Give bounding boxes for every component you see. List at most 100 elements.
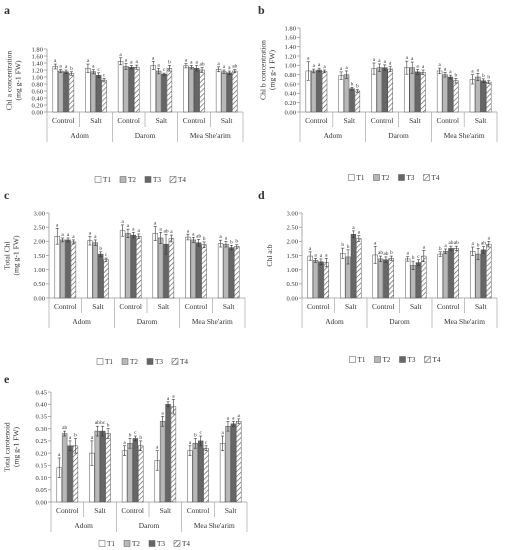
significance-letter: a — [227, 415, 230, 421]
condition-label: Control — [437, 302, 460, 311]
bar-t2 — [343, 74, 350, 113]
significance-letter: a — [185, 58, 188, 64]
group-label: Adom — [72, 317, 91, 326]
significance-letter: b — [439, 246, 442, 252]
bar-t4 — [323, 262, 329, 299]
bar-t4 — [72, 445, 79, 503]
bar-t4 — [321, 71, 328, 113]
bar-t2 — [223, 243, 229, 299]
significance-letter: a — [340, 66, 343, 72]
y-tick-label: 0.40 — [284, 91, 296, 98]
panel-letter: e — [4, 372, 10, 386]
significance-letter: c — [205, 440, 208, 446]
significance-letter: b — [390, 250, 393, 256]
condition-label: Control — [119, 302, 142, 311]
significance-letter: a — [161, 410, 164, 416]
significance-letter: b — [482, 73, 485, 79]
legend-swatch — [349, 356, 356, 363]
group-label: Darom — [389, 317, 410, 326]
bar-t2 — [410, 265, 416, 299]
bar-t3 — [95, 75, 102, 113]
condition-label: Salt — [475, 302, 487, 311]
legend-swatch — [171, 358, 179, 365]
y-tick-label: 0.35 — [35, 414, 47, 421]
condition-label: Salt — [225, 506, 237, 515]
significance-letter: a — [192, 231, 195, 237]
y-axis-title: (mg g-1 FW) — [268, 49, 277, 90]
significance-letter: b — [412, 255, 415, 261]
legend-label: T2 — [130, 358, 138, 366]
condition-label: Control — [52, 116, 75, 125]
significance-letter: a — [345, 65, 348, 71]
significance-letter: b — [74, 432, 77, 438]
bar-t1 — [119, 230, 126, 299]
y-tick-label: 0.00 — [33, 295, 45, 302]
y-tick-label: 0.80 — [31, 81, 43, 88]
bar-t4 — [134, 66, 140, 113]
significance-letter: a — [138, 228, 141, 234]
significance-letter: a — [195, 59, 198, 65]
significance-letter: a — [411, 56, 414, 62]
panel-letter: d — [258, 188, 265, 202]
legend-swatch — [146, 358, 154, 365]
bar-t3 — [226, 72, 233, 113]
significance-letter: a — [219, 234, 222, 240]
legend-label: T4 — [178, 176, 186, 184]
legend-swatch — [398, 174, 405, 181]
condition-label: Control — [121, 506, 144, 515]
legend-label: T2 — [132, 540, 140, 548]
significance-letter: b — [129, 432, 132, 438]
y-tick-label: 3.00 — [33, 210, 45, 217]
bar-t2 — [188, 66, 195, 113]
bar-t4 — [354, 90, 361, 113]
bar-t3 — [316, 69, 322, 113]
bar-t4 — [203, 447, 209, 503]
bar-t3 — [197, 440, 204, 503]
y-tick-label: 1.20 — [284, 53, 296, 60]
bar-t4 — [453, 80, 459, 113]
condition-label: Control — [183, 116, 206, 125]
significance-letter: a — [187, 228, 190, 234]
significance-letter: b — [341, 242, 344, 248]
significance-letter: a — [91, 435, 94, 441]
significance-letter: a — [472, 241, 475, 247]
significance-letter: a — [438, 62, 441, 68]
condition-label: Salt — [156, 116, 168, 125]
bar-t3 — [228, 247, 235, 299]
bar-t3 — [415, 262, 422, 299]
y-tick-label: 0.60 — [31, 88, 43, 95]
bar-t4 — [70, 241, 77, 299]
group-label: Mea She'arim — [194, 521, 235, 530]
significance-letter: b — [107, 423, 110, 429]
bar-t4 — [232, 70, 238, 113]
significance-letter: c — [105, 252, 108, 258]
bar-t4 — [138, 445, 144, 503]
bar-t1 — [54, 235, 60, 299]
significance-letter: a — [238, 413, 241, 419]
bar-t2 — [155, 70, 162, 113]
y-tick-label: 0.00 — [284, 109, 296, 116]
condition-label: Control — [305, 116, 328, 125]
condition-label: Salt — [94, 506, 106, 515]
significance-letter: a — [127, 223, 130, 229]
significance-letter: a — [152, 55, 155, 61]
significance-letter: b — [230, 239, 233, 245]
legend-swatch — [148, 540, 156, 547]
bar-t1 — [121, 450, 128, 503]
significance-letter: a — [59, 64, 62, 70]
legend-label: T2 — [382, 174, 390, 182]
significance-letter: b — [235, 239, 238, 245]
y-tick-label: 1.60 — [31, 53, 43, 60]
bar-t4 — [68, 73, 75, 113]
bar-t3 — [195, 242, 202, 299]
group-label: Adom — [70, 131, 89, 140]
y-tick-label: 0.40 — [35, 402, 47, 409]
legend: T1 T2 T3 T4 — [94, 176, 186, 184]
bar-t2 — [94, 430, 101, 503]
significance-letter: a — [373, 57, 376, 63]
legend: T1 T2 T3 T4 — [96, 358, 188, 366]
y-tick-label: 3.00 — [286, 210, 298, 217]
bar-t3 — [382, 67, 388, 113]
significance-letter: a — [444, 66, 447, 72]
significance-letter: a — [323, 64, 326, 70]
